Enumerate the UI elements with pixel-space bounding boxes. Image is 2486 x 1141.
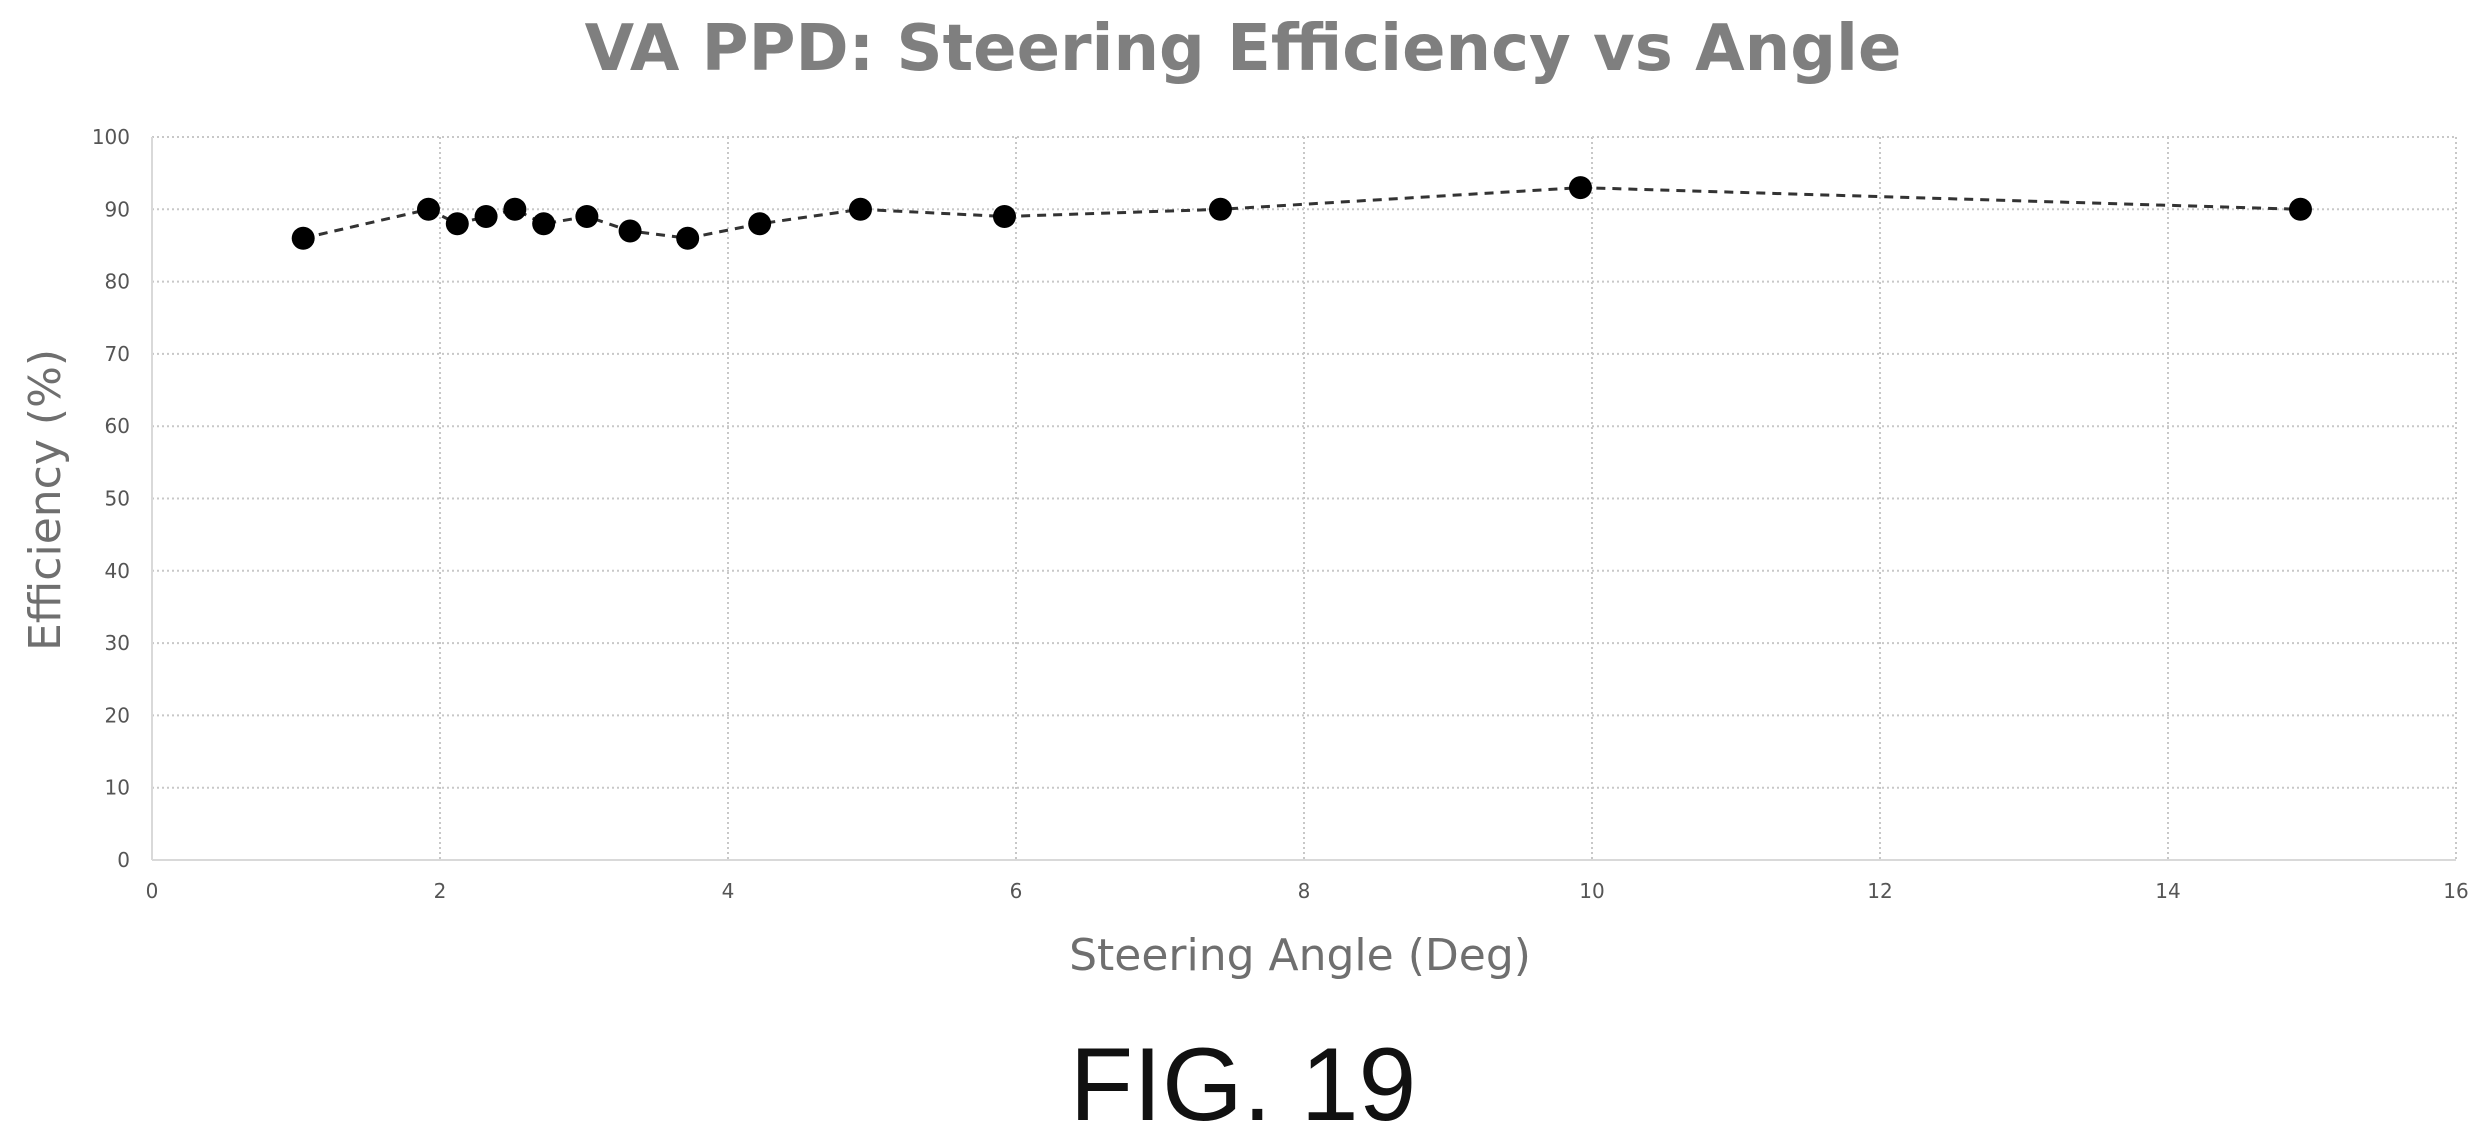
data-point bbox=[992, 205, 1016, 229]
data-point bbox=[474, 205, 498, 229]
y-tick-label: 30 bbox=[105, 631, 130, 655]
x-tick-label: 6 bbox=[1010, 879, 1023, 903]
data-point bbox=[575, 205, 599, 229]
y-tick-label: 60 bbox=[105, 414, 130, 438]
y-axis-tick-labels: 0 10 20 30 40 50 60 70 80 90 100 bbox=[92, 125, 130, 872]
data-point bbox=[291, 226, 315, 250]
data-point bbox=[503, 197, 527, 221]
data-point bbox=[1208, 197, 1232, 221]
data-point bbox=[532, 212, 556, 236]
chart-title: VA PPD: Steering Efficiency vs Angle bbox=[585, 12, 1902, 86]
data-point bbox=[445, 212, 469, 236]
x-tick-label: 0 bbox=[146, 879, 159, 903]
data-point bbox=[848, 197, 872, 221]
x-tick-label: 10 bbox=[1579, 879, 1604, 903]
y-axis-title: Efficiency (%) bbox=[20, 349, 71, 651]
figure-label: FIG. 19 bbox=[1070, 1027, 1417, 1141]
data-point bbox=[618, 219, 642, 243]
data-point bbox=[416, 197, 440, 221]
data-point bbox=[676, 226, 700, 250]
y-tick-label: 90 bbox=[105, 197, 130, 221]
y-tick-label: 10 bbox=[105, 776, 130, 800]
grid-lines bbox=[152, 136, 2457, 860]
x-tick-label: 2 bbox=[434, 879, 447, 903]
data-point bbox=[1568, 176, 1592, 200]
y-tick-label: 80 bbox=[105, 270, 130, 294]
y-tick-label: 100 bbox=[92, 125, 130, 149]
series-trend-line bbox=[302, 186, 2301, 240]
x-tick-label: 12 bbox=[1867, 879, 1892, 903]
x-tick-label: 14 bbox=[2155, 879, 2180, 903]
x-axis-title: Steering Angle (Deg) bbox=[1069, 930, 1531, 981]
x-tick-label: 8 bbox=[1298, 879, 1311, 903]
y-tick-label: 40 bbox=[105, 559, 130, 583]
axes bbox=[151, 137, 2456, 861]
data-point bbox=[2288, 197, 2312, 221]
y-tick-label: 0 bbox=[117, 848, 130, 872]
x-tick-label: 16 bbox=[2443, 879, 2468, 903]
x-tick-label: 4 bbox=[722, 879, 735, 903]
y-tick-label: 20 bbox=[105, 703, 130, 727]
y-tick-label: 70 bbox=[105, 342, 130, 366]
y-tick-label: 50 bbox=[105, 487, 130, 511]
x-axis-tick-labels: 0 2 4 6 8 10 12 14 16 bbox=[146, 879, 2469, 903]
data-series bbox=[291, 176, 2312, 250]
data-point bbox=[748, 212, 772, 236]
